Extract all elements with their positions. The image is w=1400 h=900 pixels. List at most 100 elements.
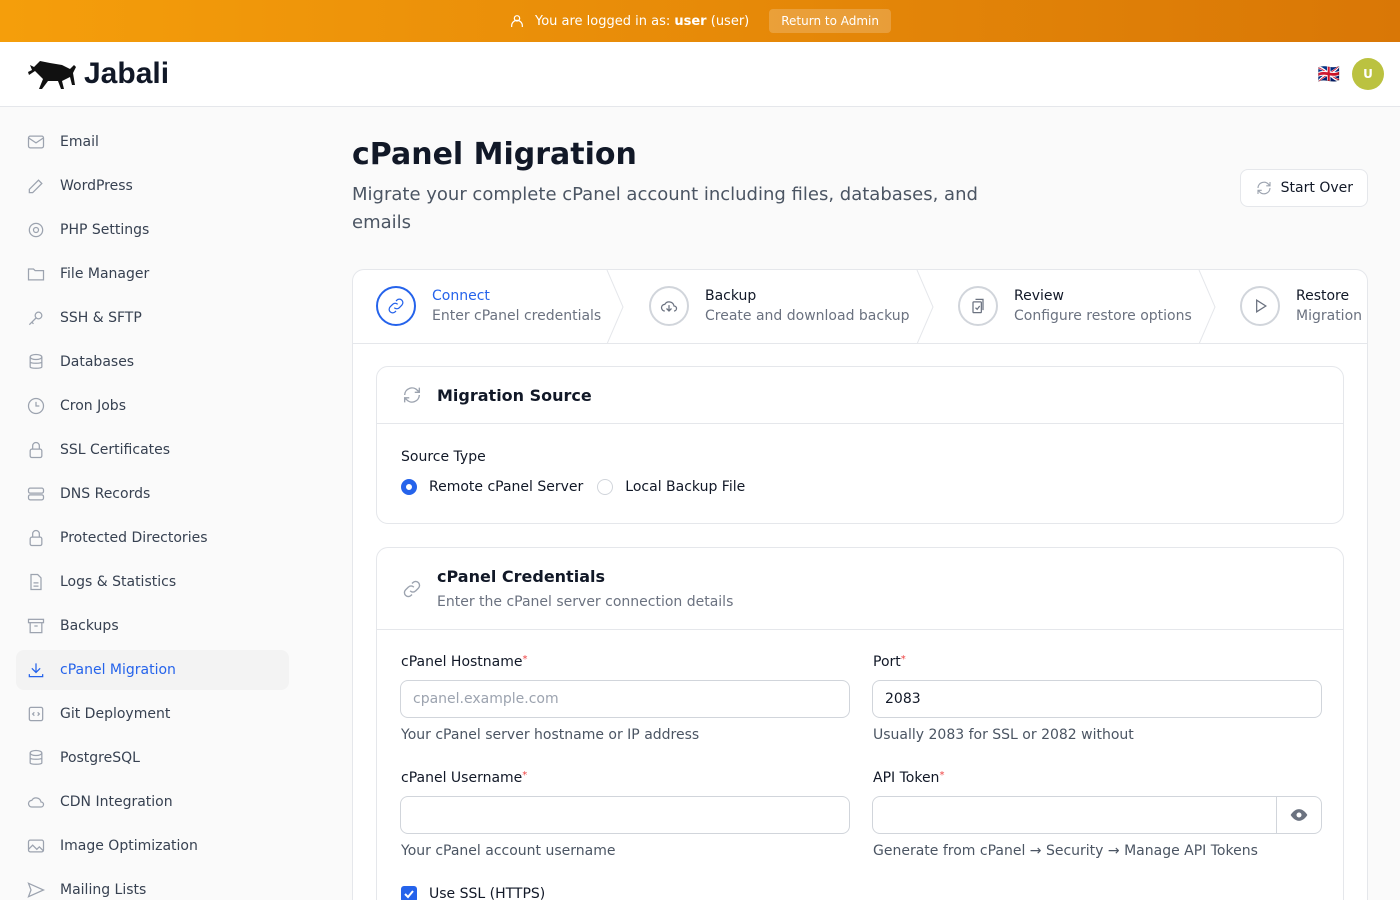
sidebar-item-image-optimization[interactable]: Image Optimization bbox=[16, 836, 289, 856]
clipboard-check-icon bbox=[972, 298, 984, 314]
sidebar-item-label: Email bbox=[60, 134, 99, 150]
use-ssl-checkbox[interactable] bbox=[401, 886, 417, 900]
radio-remote-cpanel[interactable] bbox=[401, 479, 417, 495]
sidebar-item-logs-statistics[interactable]: Logs & Statistics bbox=[16, 572, 289, 592]
play-icon bbox=[1256, 299, 1267, 313]
link-icon bbox=[403, 580, 421, 597]
link-icon bbox=[388, 298, 404, 314]
radio-label: Local Backup File bbox=[625, 479, 746, 495]
migration-source-card: Migration Source Source Type Remote cPan… bbox=[376, 366, 1344, 524]
toggle-visibility-button[interactable] bbox=[1276, 797, 1321, 833]
port-label: Port* bbox=[873, 654, 906, 670]
main-content: cPanel Migration Migrate your complete c… bbox=[352, 107, 1368, 900]
sidebar-item-label: Backups bbox=[60, 618, 119, 634]
sidebar-item-label: Cron Jobs bbox=[60, 398, 126, 414]
cloud-icon bbox=[27, 797, 45, 808]
sidebar-item-email[interactable]: Email bbox=[16, 132, 289, 152]
step-divider bbox=[606, 270, 624, 344]
sidebar-item-php-settings[interactable]: PHP Settings bbox=[16, 220, 289, 240]
sidebar-item-label: Git Deployment bbox=[60, 706, 171, 722]
sidebar-item-git-deployment[interactable]: Git Deployment bbox=[16, 704, 289, 724]
sidebar-item-label: Image Optimization bbox=[60, 838, 198, 854]
sidebar-item-wordpress[interactable]: WordPress bbox=[16, 176, 289, 196]
sidebar-item-label: Logs & Statistics bbox=[60, 574, 177, 590]
sidebar-item-label: Databases bbox=[60, 354, 135, 370]
api-token-input[interactable] bbox=[872, 796, 1322, 834]
brand-logo[interactable]: Jabali bbox=[28, 57, 169, 91]
step-backup[interactable]: Backup Create and download backup bbox=[649, 286, 910, 326]
radio-label: Remote cPanel Server bbox=[429, 479, 584, 495]
key-icon bbox=[28, 311, 43, 326]
server-icon bbox=[27, 487, 45, 501]
sidebar-item-cdn-integration[interactable]: CDN Integration bbox=[16, 792, 289, 812]
image-icon bbox=[27, 839, 45, 853]
sidebar-item-mailing-lists[interactable]: Mailing Lists bbox=[16, 880, 289, 900]
port-hint: Usually 2083 for SSL or 2082 without bbox=[873, 727, 1134, 743]
sidebar-item-label: SSL Certificates bbox=[60, 442, 171, 458]
send-icon bbox=[27, 882, 46, 898]
sidebar-item-backups[interactable]: Backups bbox=[16, 616, 289, 636]
sidebar-item-label: Mailing Lists bbox=[60, 882, 147, 898]
sidebar-item-label: File Manager bbox=[60, 266, 150, 282]
cpanel-credentials-card: cPanel Credentials Enter the cPanel serve… bbox=[376, 547, 1344, 900]
sidebar-item-postgresql[interactable]: PostgreSQL bbox=[16, 748, 289, 768]
port-input[interactable]: 2083 bbox=[872, 680, 1322, 718]
code-icon bbox=[28, 706, 44, 722]
document-icon bbox=[30, 573, 42, 591]
page-subtitle: Migrate your complete cPanel account inc… bbox=[352, 184, 978, 233]
step-divider bbox=[916, 270, 934, 344]
sidebar-item-label: PostgreSQL bbox=[60, 750, 140, 766]
top-header: Jabali 🇬🇧 U bbox=[0, 42, 1400, 107]
user-icon bbox=[511, 15, 523, 27]
username-input[interactable] bbox=[400, 796, 850, 834]
radio-local-backup[interactable] bbox=[597, 479, 614, 495]
api-token-hint: Generate from cPanel → Security → Manage… bbox=[873, 843, 1258, 859]
start-over-button[interactable]: Start Over bbox=[1239, 169, 1368, 207]
banner-text: You are logged in as: user (user) bbox=[534, 13, 750, 29]
gear-icon bbox=[28, 222, 44, 238]
source-type-label: Source Type bbox=[401, 449, 486, 465]
step-divider bbox=[1198, 270, 1216, 344]
avatar[interactable]: U bbox=[1352, 58, 1384, 90]
sidebar-item-label: cPanel Migration bbox=[60, 662, 176, 678]
sidebar-item-label: Protected Directories bbox=[60, 530, 208, 546]
archive-icon bbox=[27, 618, 45, 634]
refresh-icon bbox=[403, 387, 421, 403]
sidebar-item-label: SSH & SFTP bbox=[60, 310, 142, 326]
sidebar-item-label: WordPress bbox=[60, 178, 133, 194]
api-token-label: API Token* bbox=[873, 770, 945, 786]
database-icon bbox=[29, 749, 43, 765]
sidebar-item-label: DNS Records bbox=[60, 486, 151, 502]
sidebar-item-cron-jobs[interactable]: Cron Jobs bbox=[16, 396, 289, 416]
sidebar-item-label: CDN Integration bbox=[60, 794, 173, 810]
migration-wizard: Connect Enter cPanel credentials Backup Cr… bbox=[352, 269, 1368, 900]
sidebar-item-databases[interactable]: Databases bbox=[16, 352, 289, 372]
sidebar-item-label: PHP Settings bbox=[60, 222, 150, 238]
database-icon bbox=[29, 353, 43, 369]
download-icon bbox=[28, 663, 44, 678]
username-hint: Your cPanel account username bbox=[401, 843, 616, 859]
use-ssl-label: Use SSL (HTTPS) bbox=[429, 886, 546, 900]
sidebar: Email WordPress PHP Settings File Manager SS… bbox=[0, 107, 305, 900]
sidebar-item-cpanel-migration[interactable]: cPanel Migration bbox=[16, 650, 289, 690]
clock-icon bbox=[27, 397, 45, 415]
wizard-steps: Connect Enter cPanel credentials Backup Cr… bbox=[353, 270, 1367, 344]
lock-icon bbox=[29, 529, 43, 547]
step-review[interactable]: Review Configure restore options bbox=[958, 286, 1192, 326]
sidebar-item-protected-directories[interactable]: Protected Directories bbox=[16, 528, 289, 548]
step-connect[interactable]: Connect Enter cPanel credentials bbox=[376, 286, 601, 326]
sidebar-item-ssl-certificates[interactable]: SSL Certificates bbox=[16, 440, 289, 460]
sidebar-item-dns-records[interactable]: DNS Records bbox=[16, 484, 289, 504]
boar-logo-icon bbox=[28, 61, 76, 89]
sidebar-item-file-manager[interactable]: File Manager bbox=[16, 264, 289, 284]
username-label: cPanel Username* bbox=[401, 770, 528, 786]
return-to-admin-button[interactable]: Return to Admin bbox=[769, 9, 891, 33]
edit-icon bbox=[28, 179, 43, 194]
hostname-input[interactable]: cpanel.example.com bbox=[400, 680, 850, 718]
language-flag[interactable]: 🇬🇧 bbox=[1317, 63, 1340, 85]
sidebar-item-ssh-sftp[interactable]: SSH & SFTP bbox=[16, 308, 289, 328]
lock-icon bbox=[29, 441, 43, 459]
folder-icon bbox=[27, 268, 45, 281]
eye-icon bbox=[1290, 809, 1308, 821]
